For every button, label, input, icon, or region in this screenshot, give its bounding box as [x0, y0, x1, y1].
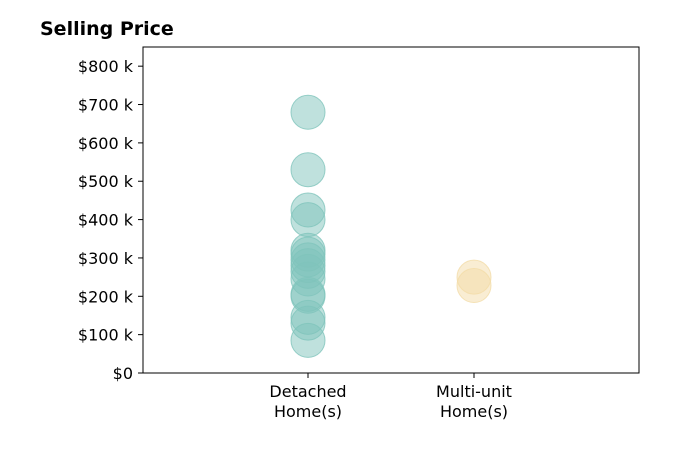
y-tick-label: $300 k [78, 249, 134, 268]
plot-area-frame [142, 46, 640, 374]
y-tick-label: $700 k [78, 96, 134, 115]
y-axis: $0 $100 k $200 k $300 k $400 k $500 k $600 k $7… [78, 57, 143, 383]
y-tick-label: $800 k [78, 57, 134, 76]
x-axis: Detached Home(s)Multi-unit Home(s) [269, 373, 512, 421]
y-tick-label: $500 k [78, 172, 134, 191]
y-tick-label: $600 k [78, 134, 134, 153]
x-tick-label-line: Home(s) [440, 402, 508, 421]
y-tick-label: $100 k [78, 326, 134, 345]
data-point-detached [290, 94, 326, 130]
x-tick-label-line: Home(s) [274, 402, 342, 421]
y-tick-label: $400 k [78, 211, 134, 230]
x-tick-label-multi_unit: Multi-unit Home(s) [436, 382, 512, 421]
y-tick-label: $200 k [78, 287, 134, 306]
data-point-detached [290, 152, 326, 188]
x-tick-label-line: Detached [269, 382, 346, 401]
y-tick-label: $0 [113, 364, 133, 383]
data-point-detached [290, 322, 326, 358]
chart-title: Selling Price [40, 18, 174, 40]
data-point-multi_unit [456, 268, 492, 304]
data-point-detached [290, 202, 326, 238]
data-points [290, 94, 492, 358]
x-tick-label-detached: Detached Home(s) [269, 382, 346, 421]
x-tick-label-line: Multi-unit [436, 382, 512, 401]
